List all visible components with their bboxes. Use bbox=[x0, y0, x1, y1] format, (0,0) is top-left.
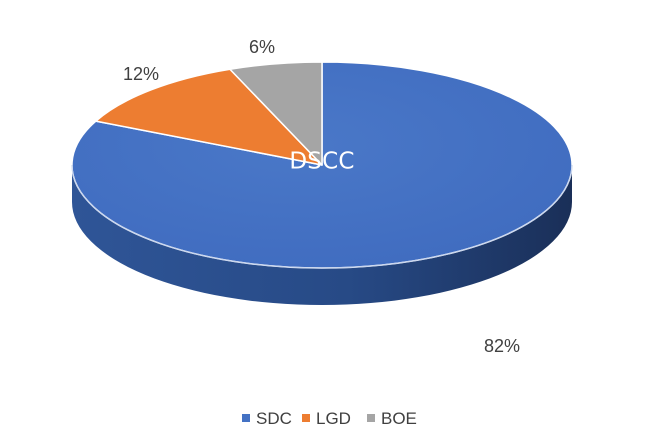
legend: SDC LGD BOE bbox=[242, 409, 417, 428]
pie-slice-lgd bbox=[95, 68, 323, 166]
data-labels: 82% 12% 6% bbox=[123, 37, 520, 356]
legend-swatch-boe bbox=[367, 414, 375, 422]
legend-label-lgd: LGD bbox=[316, 409, 351, 428]
pie-slices bbox=[71, 61, 573, 269]
pie-slice-boe bbox=[229, 61, 323, 166]
data-label-sdc: 82% bbox=[484, 336, 520, 356]
data-label-lgd: 12% bbox=[123, 64, 159, 84]
data-label-boe: 6% bbox=[249, 37, 275, 57]
legend-swatch-sdc bbox=[242, 414, 250, 422]
legend-label-boe: BOE bbox=[381, 409, 417, 428]
pie-rim-highlight bbox=[71, 164, 573, 269]
legend-label-sdc: SDC bbox=[256, 409, 292, 428]
pie-side-sdc bbox=[72, 165, 572, 305]
center-label: DSCC bbox=[289, 149, 354, 175]
pie-side-walls bbox=[72, 165, 572, 305]
legend-swatch-lgd bbox=[302, 414, 310, 422]
